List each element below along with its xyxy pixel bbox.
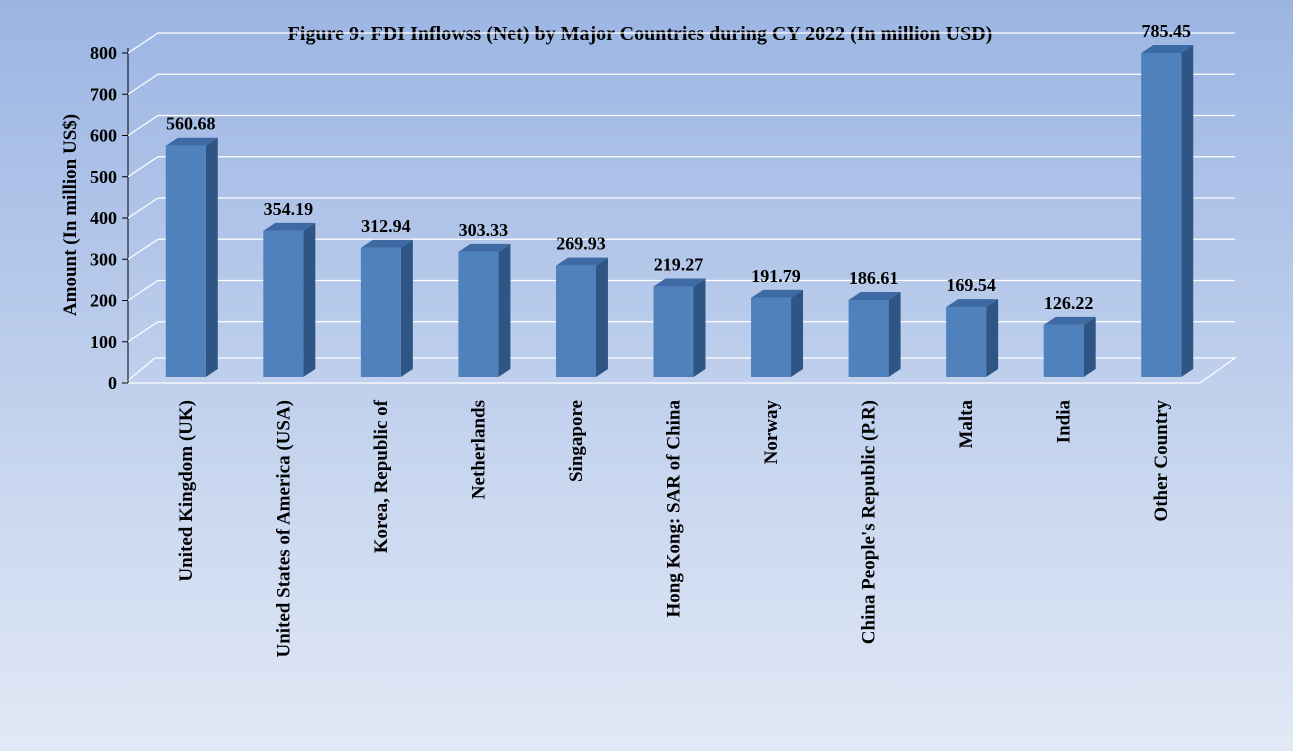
bar: [165, 137, 218, 377]
grid-line: [127, 73, 1235, 95]
bar-front: [360, 247, 401, 377]
data-label: 312.94: [361, 216, 411, 236]
bar: [360, 239, 413, 377]
y-tick-label: 0: [108, 373, 117, 393]
bar-top: [848, 292, 901, 301]
y-tick-label: 200: [90, 291, 117, 311]
bar-top: [1141, 45, 1194, 54]
bar-front: [1141, 53, 1182, 378]
bar: [946, 299, 999, 377]
y-tick-label: 500: [90, 167, 117, 187]
x-tick-label: Singapore: [566, 400, 587, 482]
x-tick-label: India: [1054, 400, 1075, 444]
bar-top: [555, 257, 608, 266]
bar: [848, 292, 901, 377]
data-label: 126.22: [1044, 293, 1094, 313]
bar-front: [751, 297, 792, 377]
bar-side: [693, 278, 706, 377]
bar: [751, 289, 804, 377]
bar-top: [458, 243, 511, 252]
bar: [458, 243, 511, 377]
y-axis-label: Amount (In million US$): [60, 114, 81, 316]
bar-side: [205, 137, 218, 377]
x-tick-label: China People's Republic (P.R): [859, 400, 880, 644]
x-tick-label: Hong Kong: SAR of China: [664, 400, 685, 618]
grid-line: [127, 279, 1235, 301]
data-label: 354.19: [264, 199, 314, 219]
bar-side: [303, 222, 316, 377]
bar-top: [946, 299, 999, 308]
bar-side: [986, 299, 999, 377]
y-tick-label: 700: [90, 84, 117, 104]
y-tick-label: 100: [90, 332, 117, 352]
bar-top: [751, 289, 804, 298]
floor: [123, 357, 1237, 384]
data-label: 191.79: [751, 266, 801, 286]
grid-line: [127, 156, 1235, 178]
data-label: 303.33: [459, 220, 509, 240]
bar: [263, 222, 316, 377]
grid-line: [127, 32, 1235, 54]
bar-front: [555, 265, 596, 377]
x-tick-label: Korea, Republic of: [371, 399, 392, 553]
bar-front: [1043, 324, 1084, 377]
bar: [555, 257, 608, 377]
x-tick-label: Norway: [761, 400, 782, 465]
bar-front: [458, 251, 499, 377]
bar-front: [165, 145, 206, 377]
bar-top: [263, 222, 316, 231]
x-tick-label: Other Country: [1151, 400, 1172, 522]
bar-front: [263, 230, 304, 377]
bar-side: [498, 243, 511, 377]
data-label: 785.45: [1141, 21, 1191, 41]
data-label: 186.61: [849, 268, 899, 288]
bar-side: [595, 257, 608, 377]
plot: 0 100 200 300 400 500 600 700 800 United Kingdom …: [90, 21, 1235, 658]
x-tick-label: United Kingdom (UK): [176, 400, 197, 582]
bar-top: [1043, 316, 1096, 325]
bar-front: [946, 307, 987, 377]
data-label: 169.54: [946, 275, 996, 295]
x-tick-label: Netherlands: [468, 400, 489, 499]
bar-side: [1181, 45, 1194, 377]
bar-side: [400, 239, 413, 377]
bar-side: [888, 292, 901, 377]
bar-side: [1083, 316, 1096, 377]
bar-top: [653, 278, 706, 287]
bar-front: [848, 300, 889, 377]
y-tick-label: 300: [90, 249, 117, 269]
bar-top: [360, 239, 413, 248]
bar-top: [165, 137, 218, 146]
y-tick-label: 600: [90, 126, 117, 146]
data-label: 219.27: [654, 255, 704, 275]
data-label: 560.68: [166, 114, 216, 134]
bar-front: [653, 286, 694, 377]
chart-title: Figure 9: FDI Inflowss (Net) by Major Co…: [288, 23, 993, 45]
grid-line: [127, 114, 1235, 136]
y-tick-label: 400: [90, 208, 117, 228]
bar: [1043, 316, 1096, 377]
grid-line: [127, 238, 1235, 260]
bar: [653, 278, 706, 377]
data-label: 269.93: [556, 234, 606, 254]
grid-line: [127, 197, 1235, 219]
bar-side: [791, 289, 804, 377]
x-tick-label: Malta: [956, 400, 977, 449]
x-tick-label: United States of America (USA): [273, 400, 294, 658]
y-tick-label: 800: [90, 43, 117, 63]
bar: [1141, 45, 1194, 378]
